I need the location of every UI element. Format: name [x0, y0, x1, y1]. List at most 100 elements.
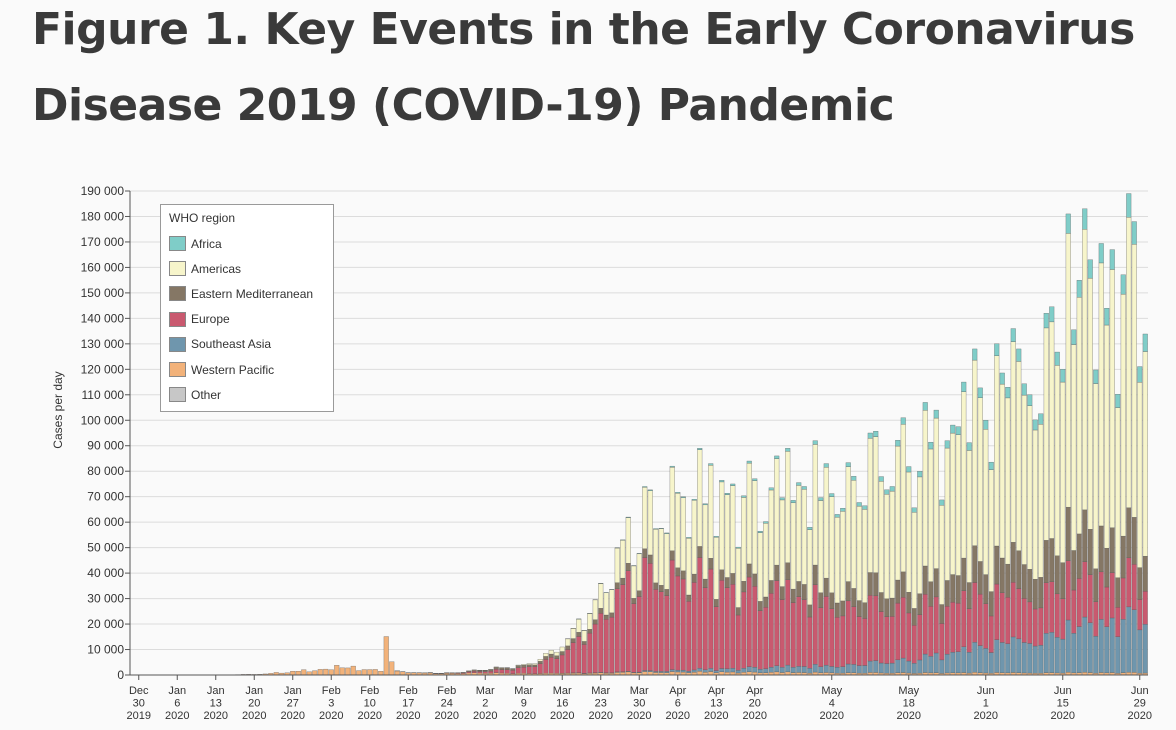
bar-americas	[614, 547, 620, 583]
y-tick-label: 0	[117, 668, 124, 682]
bar-africa	[669, 465, 675, 468]
bar-southeast-asia	[757, 669, 763, 674]
bar-southeast-asia	[713, 670, 719, 673]
bar-europe	[1071, 589, 1077, 634]
bar-eastern-mediterranean	[961, 557, 967, 591]
bar-europe	[1049, 581, 1055, 633]
bar-eastern-mediterranean	[944, 580, 950, 607]
bar-europe	[961, 590, 967, 647]
bar-eastern-mediterranean	[999, 557, 1005, 593]
bar-europe	[1076, 578, 1082, 627]
bar-eastern-mediterranean	[631, 598, 637, 604]
bar-southeast-asia	[994, 639, 1000, 673]
bar-eastern-mediterranean	[1060, 562, 1066, 599]
bar-americas	[1016, 361, 1022, 551]
x-tick-label: Jan	[207, 685, 225, 697]
bar-eastern-mediterranean	[1021, 564, 1027, 599]
bar-americas	[653, 529, 659, 584]
bar-americas	[856, 505, 862, 601]
legend-item-europe: Europe	[169, 307, 325, 332]
bar-eastern-mediterranean	[675, 567, 681, 577]
y-tick-label: 130 000	[81, 337, 125, 351]
bar-americas	[1115, 407, 1121, 578]
bar-southeast-asia	[862, 665, 868, 674]
bar-africa	[785, 448, 791, 452]
bar-africa	[1137, 366, 1143, 383]
bar-eastern-mediterranean	[686, 594, 692, 602]
bar-southeast-asia	[719, 668, 725, 672]
bar-southeast-asia	[988, 652, 994, 674]
x-tick-label: 13	[210, 698, 222, 710]
bar-americas	[1021, 394, 1027, 565]
bar-southeast-asia	[653, 671, 659, 673]
bar-americas	[1137, 382, 1143, 568]
bar-eastern-mediterranean	[823, 577, 829, 597]
bar-americas	[1087, 277, 1093, 530]
bar-americas	[834, 517, 840, 604]
bar-southeast-asia	[1098, 619, 1104, 673]
bar-eastern-mediterranean	[1126, 507, 1132, 559]
bar-southeast-asia	[807, 668, 813, 674]
bar-africa	[680, 496, 686, 498]
bar-africa	[977, 387, 983, 398]
bar-africa	[1010, 328, 1016, 342]
bar-africa	[1032, 419, 1038, 431]
bar-europe	[1054, 593, 1060, 638]
bar-europe	[878, 611, 884, 664]
bar-southeast-asia	[724, 668, 730, 673]
legend-item-africa: Africa	[169, 231, 325, 256]
x-tick-label: 18	[903, 698, 915, 710]
bar-europe	[1027, 601, 1033, 644]
bar-eastern-mediterranean	[526, 664, 532, 667]
x-tick-label: 10	[364, 698, 376, 710]
bar-europe	[862, 618, 868, 666]
x-tick-label: 2	[482, 698, 488, 710]
x-tick-label: 4	[829, 698, 835, 710]
bar-americas	[658, 528, 664, 586]
bar-southeast-asia	[801, 666, 807, 673]
y-tick-label: 110 000	[82, 388, 125, 402]
bar-americas	[994, 355, 1000, 547]
bar-eastern-mediterranean	[790, 588, 796, 603]
bar-western-pacific	[708, 671, 714, 676]
bar-americas	[598, 583, 604, 609]
bar-southeast-asia	[1060, 638, 1066, 674]
bar-europe	[636, 596, 642, 673]
bar-europe	[895, 602, 901, 661]
bar-africa	[889, 486, 895, 492]
bar-eastern-mediterranean	[1137, 567, 1143, 600]
bar-americas	[515, 664, 521, 666]
bar-europe	[779, 599, 785, 668]
bar-eastern-mediterranean	[559, 651, 565, 656]
bar-africa	[658, 528, 664, 529]
bar-americas	[636, 553, 642, 591]
bar-eastern-mediterranean	[642, 548, 648, 558]
bar-western-pacific	[356, 670, 362, 676]
bar-europe	[873, 595, 879, 661]
bar-europe	[1038, 607, 1044, 646]
bar-europe	[994, 583, 1000, 640]
bar-americas	[873, 436, 879, 573]
bar-eastern-mediterranean	[669, 550, 675, 561]
bar-africa	[917, 471, 923, 478]
bar-europe	[818, 607, 824, 667]
bar-europe	[603, 619, 609, 673]
bar-europe	[532, 666, 538, 674]
x-tick-label: Jan	[284, 685, 302, 697]
bar-africa	[774, 455, 780, 459]
x-tick-label: Dec	[129, 685, 149, 697]
bar-africa	[1065, 213, 1071, 234]
legend-swatch	[169, 286, 186, 302]
bar-africa	[823, 463, 829, 468]
bar-europe	[559, 654, 565, 674]
bar-americas	[1032, 429, 1038, 580]
bar-southeast-asia	[922, 653, 928, 673]
bar-europe	[488, 670, 494, 674]
bar-europe	[774, 580, 780, 666]
x-tick-label: 29	[1134, 698, 1146, 710]
bar-western-pacific	[323, 668, 329, 676]
bar-americas	[713, 537, 719, 600]
bar-americas	[911, 512, 917, 609]
bar-americas	[900, 424, 906, 573]
bar-americas	[999, 383, 1005, 559]
